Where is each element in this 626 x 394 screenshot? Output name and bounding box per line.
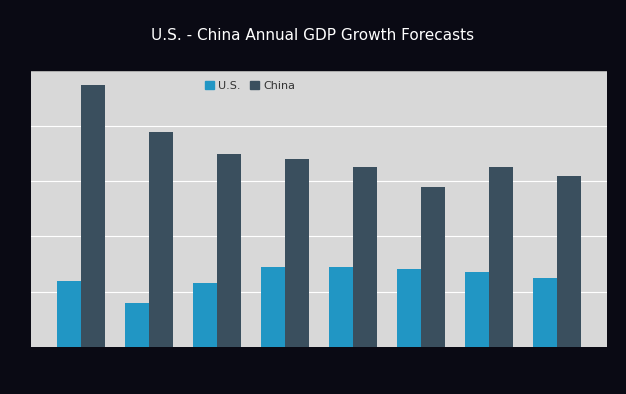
Bar — [329, 267, 353, 347]
Legend: U.S., China: U.S., China — [201, 76, 300, 95]
Bar — [58, 281, 81, 347]
Bar — [557, 176, 581, 347]
Bar — [81, 85, 105, 347]
Bar — [149, 132, 173, 347]
Bar — [262, 267, 285, 347]
Bar — [398, 269, 421, 347]
Bar — [353, 167, 377, 347]
Bar — [217, 154, 241, 347]
Bar — [533, 278, 557, 347]
Bar — [466, 272, 490, 347]
Bar — [490, 167, 513, 347]
Text: U.S. - China Annual GDP Growth Forecasts: U.S. - China Annual GDP Growth Forecasts — [151, 28, 475, 43]
Bar — [193, 283, 217, 347]
Bar — [421, 187, 445, 347]
Bar — [285, 159, 309, 347]
Bar — [125, 303, 149, 347]
